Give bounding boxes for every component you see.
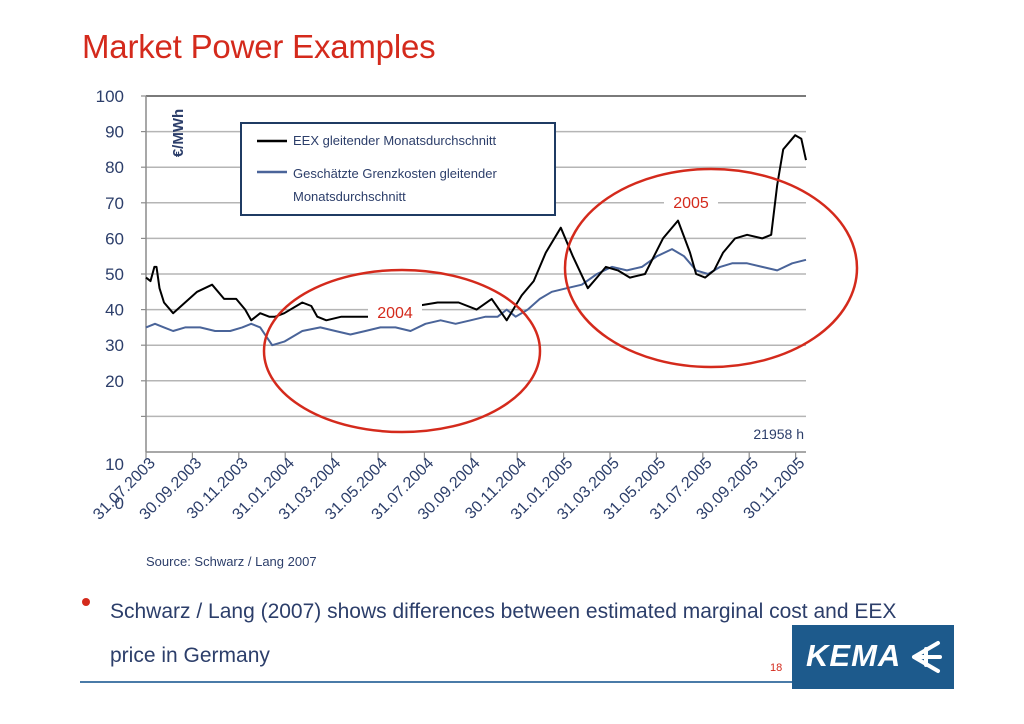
label-2004-bg [368,301,422,323]
y-tick-label: 50 [105,265,124,284]
kema-logo: KEMA [792,625,954,689]
y-axis-label: €/MWh [170,109,187,157]
ellipse-2004 [262,268,542,434]
label-2005-bg [664,191,718,213]
chart-annotations: 2004 2005 [262,167,859,434]
legend-box [240,122,556,216]
y-tick-label: 10 [105,455,124,474]
y-tick-label: 100 [96,87,124,106]
footer-divider [80,681,800,683]
annotation-2005: 2005 [673,195,709,212]
legend-label-eex: EEX gleitender Monatsdurchschnitt [293,133,496,148]
y-tick-label: 30 [105,336,124,355]
y-tick-label: 40 [105,301,124,320]
page-number: 18 [770,662,783,674]
legend-label-cost: Geschätzte Grenzkosten gleitender Monatsd… [293,166,497,204]
series-line-cost [145,248,807,347]
logo-text: KEMA [806,638,902,673]
y-tick-label: 0 [115,494,124,513]
y-tick-label: 90 [105,123,124,142]
ellipse-2005 [563,167,859,369]
chart-series [145,134,807,347]
annotation-2004: 2004 [377,305,413,322]
bullet-icon [82,598,90,606]
logo-mark-icon [912,641,942,673]
y-tick-label: 70 [105,194,124,213]
chart-axes [141,95,806,460]
y-tick-label: 20 [105,372,124,391]
source-note: Source: Schwarz / Lang 2007 [146,554,317,569]
chart-legend: EEX gleitender Monatsdurchschnitt Geschä… [240,122,556,216]
x-axis-tick-labels: 31.07.200330.09.200330.11.200331.01.2004… [90,455,808,524]
legend-label-cost-line1: Geschätzte Grenzkosten gleitender [293,166,497,181]
y-tick-label: 60 [105,229,124,248]
legend-label-cost-line2: Monatsdurchschnitt [293,189,406,204]
bullet-text: Schwarz / Lang (2007) shows differences … [110,600,897,667]
slide-title: Market Power Examples [82,28,436,65]
y-tick-label: 80 [105,158,124,177]
series-line-eex [145,134,807,322]
x-end-label: 21958 h [753,426,804,442]
